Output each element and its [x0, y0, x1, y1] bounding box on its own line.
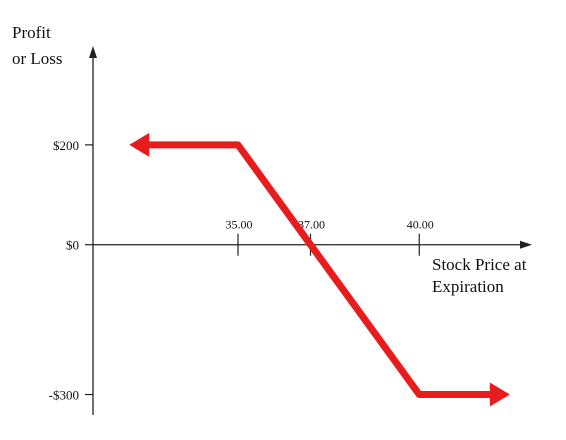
x-tick-label: 37.00 [298, 218, 325, 232]
x-axis-arrowhead [520, 240, 532, 249]
y-axis-arrowhead [89, 46, 97, 58]
axis-labels: Profit or Loss Stock Price at Expiration [12, 23, 527, 296]
x-axis-label-line-2: Expiration [432, 277, 504, 296]
y-tick-label: $200 [53, 138, 79, 153]
y-axis-label-line-1: Profit [12, 23, 51, 42]
payoff-arrow-right [489, 382, 510, 407]
y-tick-label: -$300 [49, 388, 79, 403]
payoff-arrow-left [129, 132, 150, 157]
ticks: $200 $0 -$300 35.00 37.00 40.00 [49, 138, 434, 403]
payoff-line [147, 141, 492, 399]
y-axis-label-line-2: or Loss [12, 49, 63, 68]
x-tick-label: 40.00 [407, 218, 434, 232]
y-tick-label: $0 [66, 238, 79, 253]
series [129, 132, 510, 407]
x-tick-label: 35.00 [226, 218, 253, 232]
x-axis-label-line-1: Stock Price at [432, 255, 527, 274]
